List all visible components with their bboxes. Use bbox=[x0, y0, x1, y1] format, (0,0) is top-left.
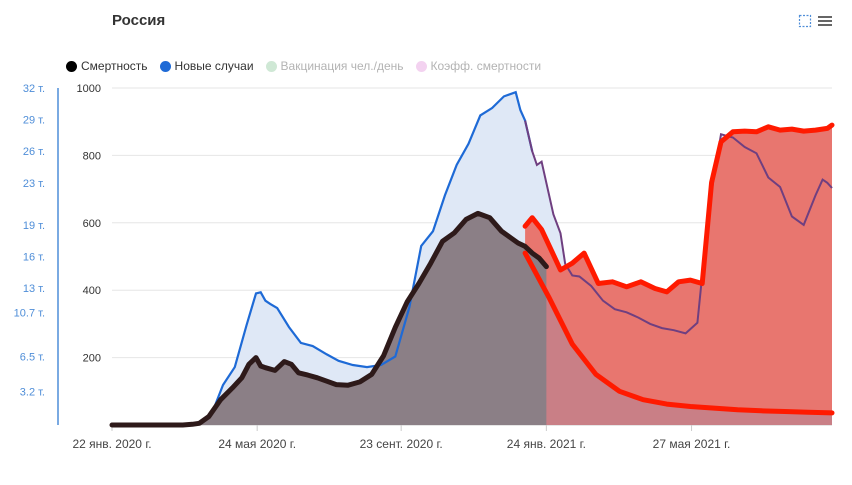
legend-label-mortality-rate: Коэфф. смертности bbox=[430, 59, 542, 73]
left-axis-tick-label: 23 т. bbox=[23, 178, 45, 190]
deaths-axis-tick-label: 1000 bbox=[77, 83, 101, 95]
select-zoom-icon-glyph bbox=[798, 14, 812, 28]
legend-label-deaths: Смертность bbox=[81, 59, 148, 73]
left-axis-tick-label: 13 т. bbox=[23, 283, 45, 295]
x-axis-tick-label: 22 янв. 2020 г. bbox=[72, 437, 151, 451]
legend-item-vaccination[interactable]: Вакцинация чел./день bbox=[265, 59, 404, 73]
select-zoom-icon[interactable] bbox=[798, 14, 812, 28]
legend-label-vaccination: Вакцинация чел./день bbox=[280, 59, 404, 73]
left-axis-tick-label: 3.2 т. bbox=[20, 386, 45, 398]
overlay-lower-area bbox=[525, 253, 832, 425]
legend-item-new-cases[interactable]: Новые случаи bbox=[159, 59, 254, 73]
left-axis-tick-label: 10.7 т. bbox=[14, 307, 45, 319]
left-axis-tick-label: 6.5 т. bbox=[20, 352, 45, 364]
legend-marker-deaths bbox=[66, 60, 77, 72]
deaths-axis-tick-label: 800 bbox=[83, 150, 101, 162]
hamburger-menu-icon-glyph bbox=[818, 16, 832, 26]
overlay-decay-line bbox=[522, 250, 835, 416]
chart-legend: Смертность Новые случаи Вакцинация чел./… bbox=[66, 59, 553, 73]
deaths-axis-tick-label: 600 bbox=[83, 218, 101, 230]
x-axis-tick-label: 24 мая 2020 г. bbox=[218, 437, 296, 451]
hamburger-menu-icon[interactable] bbox=[817, 14, 832, 28]
x-axis-tick-label: 27 мая 2021 г. bbox=[653, 437, 731, 451]
legend-label-new-cases: Новые случаи bbox=[174, 59, 254, 73]
new-cases-line-overlay bbox=[524, 120, 833, 335]
left-axis-tick-label: 16 т. bbox=[23, 252, 45, 264]
deaths-axis-tick-label: 200 bbox=[83, 353, 101, 365]
overlay-upper-line bbox=[522, 122, 835, 295]
left-axis-tick-label: 26 т. bbox=[23, 146, 45, 158]
overlay-upper-area bbox=[525, 125, 832, 413]
deaths-area bbox=[112, 213, 547, 425]
legend-marker-new-cases bbox=[159, 60, 171, 72]
deaths-line bbox=[109, 210, 549, 428]
legend-item-deaths[interactable]: Смертность bbox=[66, 59, 148, 73]
legend-marker-vaccination bbox=[265, 60, 277, 72]
left-axis-tick-label: 29 т. bbox=[23, 115, 45, 127]
new-cases-line bbox=[112, 90, 534, 427]
chart-title: Россия bbox=[112, 12, 166, 29]
legend-item-mortality-rate[interactable]: Коэфф. смертности bbox=[415, 59, 542, 73]
left-axis-tick-label: 32 т. bbox=[23, 83, 45, 95]
x-axis-tick-label: 23 сент. 2020 г. bbox=[360, 437, 443, 451]
deaths-axis-tick-label: 400 bbox=[83, 285, 101, 297]
legend-marker-mortality-rate bbox=[415, 60, 427, 72]
x-axis-tick-label: 24 янв. 2021 г. bbox=[507, 437, 586, 451]
left-axis-tick-label: 19 т. bbox=[23, 220, 45, 232]
